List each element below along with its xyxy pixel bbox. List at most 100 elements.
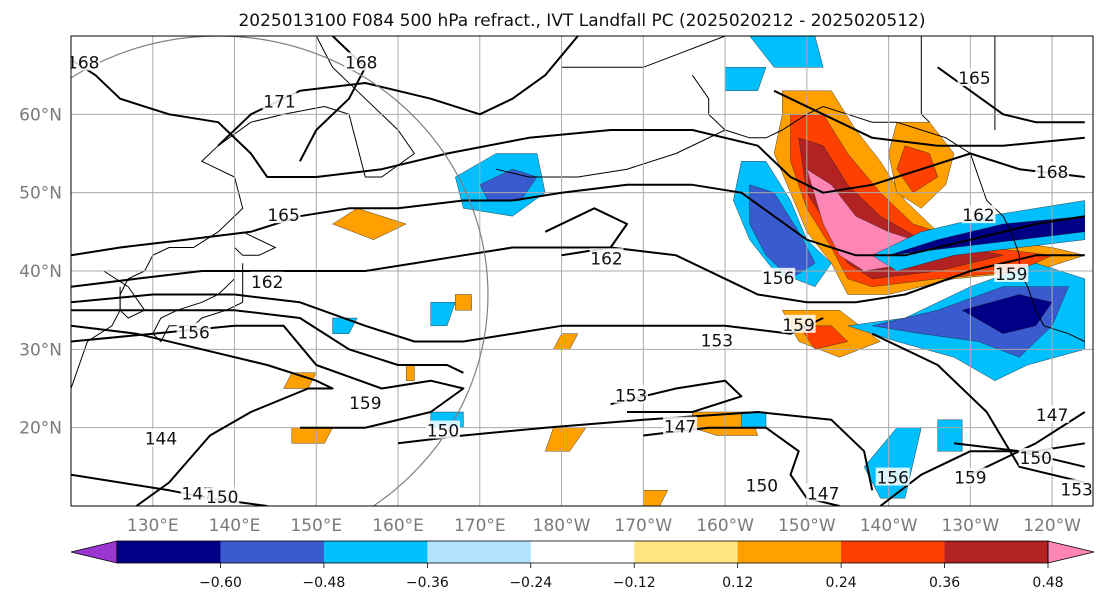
contour-label-bg xyxy=(761,267,796,286)
contour-labels: 168 171 168 165 162 156 162 165 168 162 159 156 153 1… xyxy=(71,52,1093,508)
shaded-region xyxy=(741,411,767,428)
contour-label-bg xyxy=(806,483,841,502)
lon-tick-label: 140°W xyxy=(860,516,918,536)
contour-label-bg xyxy=(614,385,649,404)
contour-label: 162 xyxy=(251,273,283,293)
colorbar-tick-label: 0.24 xyxy=(826,575,857,591)
lon-tick-label: 150°W xyxy=(778,516,836,536)
great-circle-ring xyxy=(71,36,489,506)
contour-label: 165 xyxy=(958,69,990,89)
contour-label-bg xyxy=(1035,404,1070,423)
colorbar-tick-label: −0.60 xyxy=(199,575,242,591)
colorbar-segment xyxy=(117,541,221,563)
latitude-tick-labels: 20°N 30°N 40°N 50°N 60°N xyxy=(19,105,62,438)
colorbar-segment xyxy=(427,541,532,563)
contour-label-bg xyxy=(663,416,698,435)
contour-label: 159 xyxy=(782,316,814,336)
contour-line xyxy=(71,309,464,374)
contour-label-bg xyxy=(426,420,461,439)
contour-label-bg xyxy=(957,68,992,87)
contour-label: 150 xyxy=(746,476,778,496)
contour-line xyxy=(610,379,743,413)
contour-label: 162 xyxy=(590,249,622,269)
colorbar-extend-low xyxy=(70,540,118,564)
colorbar-segment xyxy=(841,541,946,563)
contour-label-bg xyxy=(953,467,988,486)
lat-tick-label: 50°N xyxy=(19,184,62,204)
contour-line xyxy=(71,324,334,506)
contour-line xyxy=(71,246,1085,304)
colorbar-segment xyxy=(944,541,1049,563)
contour-label-bg xyxy=(266,205,301,224)
contour-label-bg xyxy=(699,330,734,349)
coastline xyxy=(103,270,146,319)
contour-label: 162 xyxy=(962,206,994,226)
lon-tick-label: 120°W xyxy=(1023,516,1081,536)
colorbar-tick-label: 0.48 xyxy=(1032,575,1063,591)
contour-label-bg xyxy=(71,52,101,71)
contour-label-bg xyxy=(348,393,383,412)
contour-label: 159 xyxy=(995,265,1027,285)
contour-label: 165 xyxy=(267,206,299,226)
colorbar-segment xyxy=(530,541,635,563)
shaded-region xyxy=(896,145,938,193)
lon-tick-label: 130°W xyxy=(941,516,999,536)
contour-label-bg xyxy=(961,205,996,224)
map-frame xyxy=(70,35,1094,507)
contour-label: 156 xyxy=(762,269,794,289)
shaded-region xyxy=(937,419,963,452)
contour-label: 153 xyxy=(615,386,647,406)
contour-label: 159 xyxy=(349,394,381,414)
contour-label: 147 xyxy=(664,418,696,438)
contour-line xyxy=(71,58,1085,194)
shaded-region xyxy=(406,364,415,381)
contour-label: 159 xyxy=(954,469,986,489)
colorbar-tick-label: 0.12 xyxy=(722,575,753,591)
lat-tick-label: 40°N xyxy=(19,262,62,282)
contour-label: 144 xyxy=(145,429,177,449)
colorbar-segment xyxy=(323,541,428,563)
contour-label-bg xyxy=(143,428,178,447)
lon-tick-label: 150°E xyxy=(290,516,342,536)
contour-label: 168 xyxy=(345,53,377,73)
coastline xyxy=(691,74,1086,342)
shaded-regions xyxy=(283,36,1086,506)
contour-line xyxy=(871,332,1086,484)
lon-tick-label: 160°E xyxy=(372,516,424,536)
colorbar-frame xyxy=(116,540,1049,564)
contour-label: 150 xyxy=(1020,449,1052,469)
contour-label: 150 xyxy=(427,422,459,442)
contour-label-bg xyxy=(781,314,816,333)
contour-label-bg xyxy=(589,248,624,267)
contour-lines xyxy=(71,36,1086,506)
contour-label: 150 xyxy=(206,488,238,508)
lat-tick-label: 30°N xyxy=(19,340,62,360)
coastline xyxy=(496,129,726,178)
lon-tick-label: 170°E xyxy=(454,516,506,536)
coastline xyxy=(234,231,277,256)
colorbar-segment xyxy=(220,541,325,563)
great-circle-outline xyxy=(71,36,489,506)
shaded-region xyxy=(332,317,358,334)
contour-label: 147 xyxy=(807,484,839,504)
colorbar-tick-label: −0.36 xyxy=(406,575,449,591)
contour-label-bg xyxy=(262,91,297,110)
contour-label-bg xyxy=(344,52,379,71)
colorbar-tick-label: −0.48 xyxy=(302,575,345,591)
colorbar-tick-label: 0.36 xyxy=(929,575,960,591)
lon-tick-label: 180°W xyxy=(533,516,591,536)
shaded-region xyxy=(961,294,1053,334)
contour-label-bg xyxy=(250,271,285,290)
contour-label: 156 xyxy=(177,324,209,344)
contour-label: 147 xyxy=(1036,406,1068,426)
lon-tick-label: 140°E xyxy=(209,516,261,536)
contour-label-bg xyxy=(1035,162,1070,181)
contour-label-bg xyxy=(1018,448,1053,466)
longitude-tick-labels: 130°E 140°E 150°E 160°E 170°E 180°W 170°W 160°W… xyxy=(127,516,1081,536)
lon-tick-label: 160°W xyxy=(696,516,754,536)
contour-line xyxy=(773,89,1085,147)
contour-label-bg xyxy=(176,322,211,341)
coastline xyxy=(152,263,244,343)
contour-label-bg xyxy=(205,487,240,506)
